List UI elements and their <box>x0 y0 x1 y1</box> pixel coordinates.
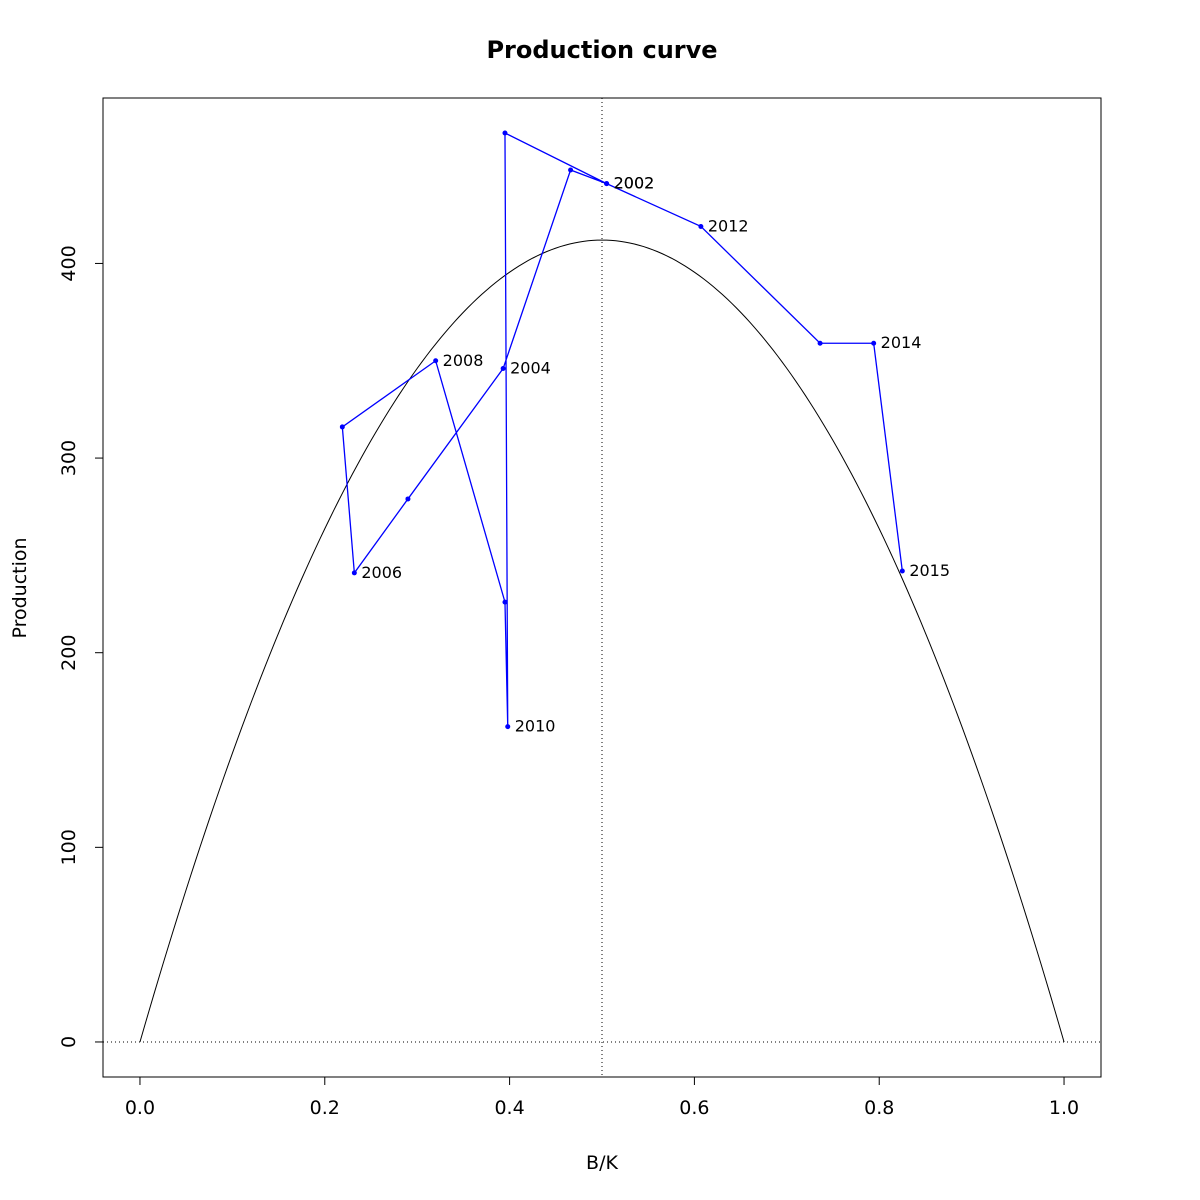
y-tick-label: 100 <box>58 829 80 865</box>
y-axis: 0 100 200 300 400 <box>58 245 104 1048</box>
data-point <box>817 340 823 346</box>
data-point <box>500 366 506 372</box>
data-point <box>339 424 345 430</box>
data-point <box>871 340 877 346</box>
production-curve-line <box>139 239 1065 1043</box>
point-label: 2002 <box>614 174 655 193</box>
point-label: 2015 <box>909 561 950 580</box>
x-tick-label: 0.0 <box>125 1097 155 1119</box>
data-point <box>698 223 704 229</box>
point-label: 2010 <box>515 717 556 736</box>
x-tick-label: 0.4 <box>494 1097 524 1119</box>
y-tick-label: 200 <box>58 635 80 671</box>
chart-title: Production curve <box>486 36 717 64</box>
point-label: 2004 <box>510 359 551 378</box>
point-label: 2008 <box>443 351 484 370</box>
data-point <box>502 599 508 605</box>
series-line <box>341 131 903 727</box>
data-point <box>502 130 508 136</box>
data-point <box>604 181 610 187</box>
data-point <box>433 358 439 364</box>
x-tick-label: 0.2 <box>310 1097 340 1119</box>
data-point <box>505 724 511 730</box>
data-point <box>899 568 905 574</box>
data-point <box>405 496 411 502</box>
y-tick-label: 400 <box>58 245 80 281</box>
x-axis: 0.0 0.2 0.4 0.6 0.8 1.0 <box>125 1076 1079 1119</box>
data-point <box>568 167 574 173</box>
y-axis-label: Production <box>9 537 31 638</box>
point-label: 2006 <box>361 563 402 582</box>
production-curve-layer <box>139 239 1065 1043</box>
x-tick-label: 0.6 <box>679 1097 709 1119</box>
point-label: 2002 <box>614 174 655 193</box>
x-tick-label: 0.8 <box>864 1097 894 1119</box>
x-axis-label: B/K <box>586 1152 618 1174</box>
y-tick-label: 300 <box>58 440 80 476</box>
point-label: 2012 <box>708 216 749 235</box>
data-point <box>351 570 357 576</box>
point-label: 2014 <box>881 333 922 352</box>
y-tick-label: 0 <box>58 1036 80 1048</box>
reference-lines <box>103 98 1101 1077</box>
x-tick-label: 1.0 <box>1049 1097 1079 1119</box>
